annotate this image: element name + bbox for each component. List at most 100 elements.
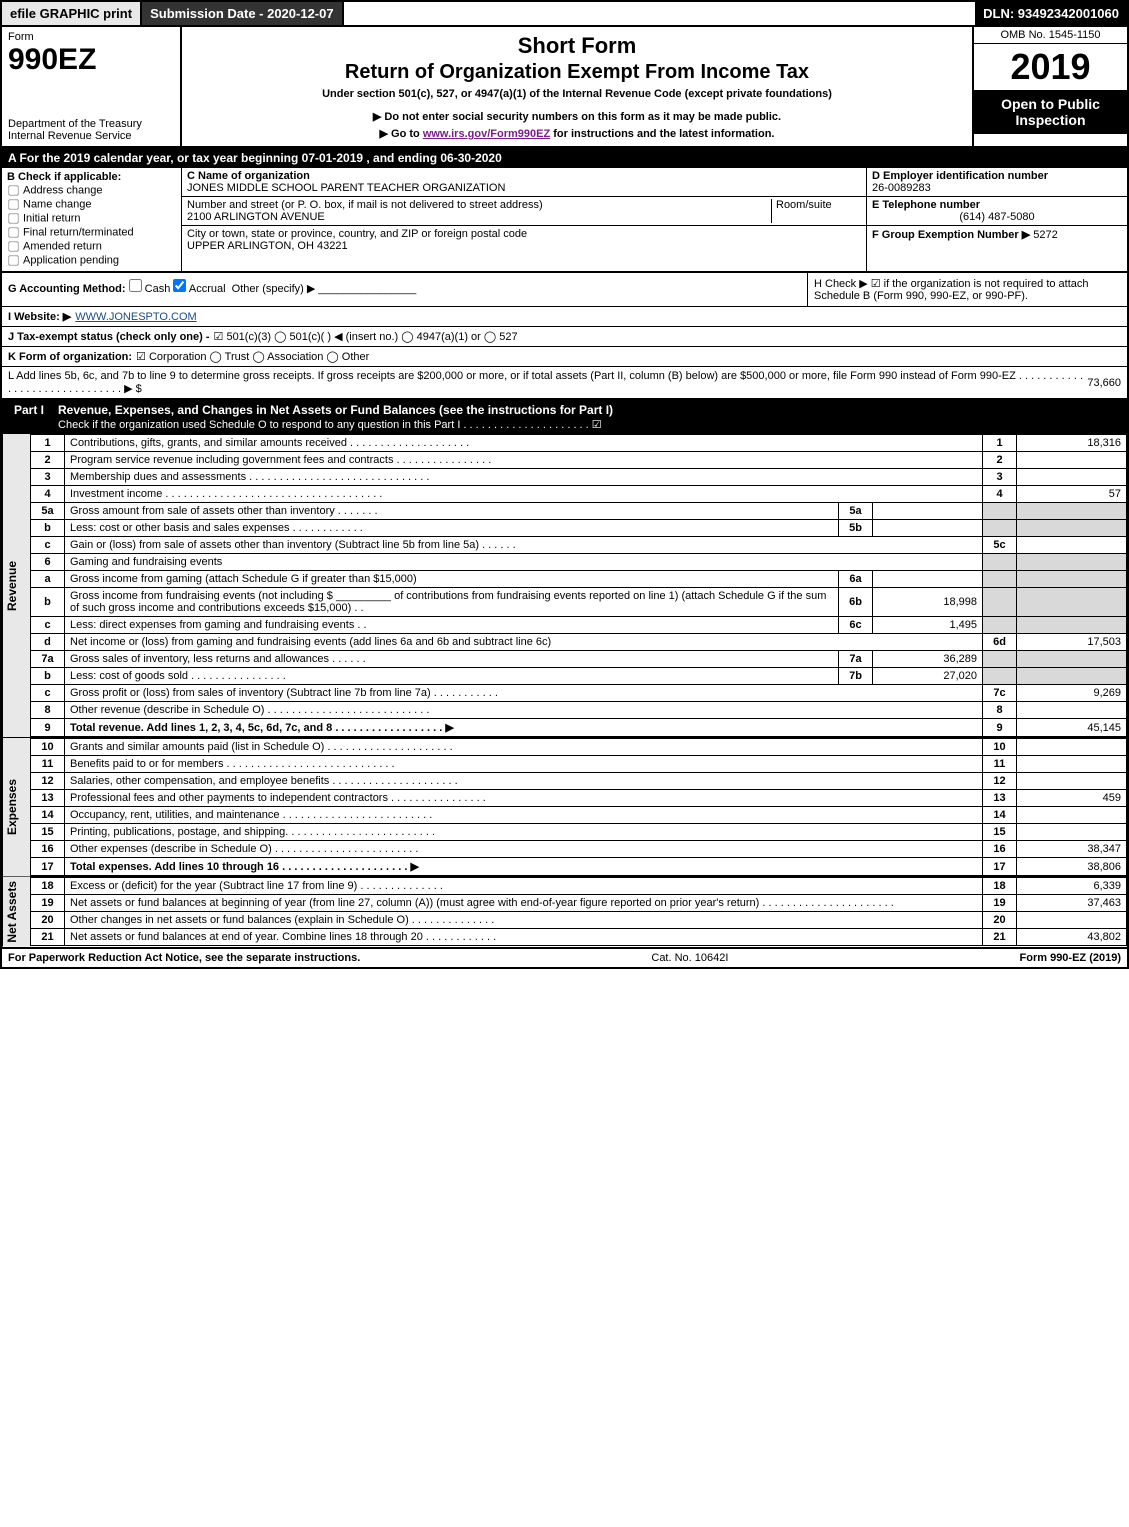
row-g-h: G Accounting Method: Cash Accrual Other …	[2, 273, 1127, 307]
phone-label: E Telephone number	[872, 199, 980, 211]
group-value: 5272	[1033, 229, 1057, 241]
form-header: Form 990EZ Department of the Treasury In…	[2, 27, 1127, 148]
column-d-e-f: D Employer identification number 26-0089…	[867, 168, 1127, 271]
subtitle-goto: ▶ Go to www.irs.gov/Form990EZ for instru…	[190, 127, 964, 140]
header-left: Form 990EZ Department of the Treasury In…	[2, 27, 182, 146]
c-city: City or town, state or province, country…	[182, 226, 866, 254]
row-j-tax-exempt: J Tax-exempt status (check only one) - ☑…	[2, 327, 1127, 347]
l-text: L Add lines 5b, 6c, and 7b to line 9 to …	[8, 370, 1087, 395]
subtitle-section: Under section 501(c), 527, or 4947(a)(1)…	[190, 88, 964, 100]
c-street: Number and street (or P. O. box, if mail…	[182, 197, 866, 226]
line-13: 13Professional fees and other payments t…	[31, 790, 1127, 807]
line-5b: bLess: cost or other basis and sales exp…	[31, 520, 1127, 537]
phone-value: (614) 487-5080	[872, 211, 1122, 223]
omb-number: OMB No. 1545-1150	[974, 27, 1127, 44]
chk-initial-return[interactable]: Initial return	[7, 212, 176, 225]
line-7b: bLess: cost of goods sold . . . . . . . …	[31, 668, 1127, 685]
footer-form-ref: Form 990-EZ (2019)	[1020, 952, 1121, 964]
net-assets-side-label: Net Assets	[2, 877, 30, 947]
line-21: 21Net assets or fund balances at end of …	[31, 929, 1127, 946]
form-number: 990EZ	[8, 43, 174, 77]
chk-amended-return[interactable]: Amended return	[7, 240, 176, 253]
title-short-form: Short Form	[190, 33, 964, 59]
page-footer: For Paperwork Reduction Act Notice, see …	[2, 949, 1127, 967]
net-assets-section: Net Assets 18Excess or (deficit) for the…	[2, 877, 1127, 949]
chk-cash[interactable]	[129, 279, 142, 292]
line-4: 4Investment income . . . . . . . . . . .…	[31, 486, 1127, 503]
website-link[interactable]: WWW.JONESPTO.COM	[75, 311, 196, 323]
expenses-table: 10Grants and similar amounts paid (list …	[30, 738, 1127, 876]
line-9: 9Total revenue. Add lines 1, 2, 3, 4, 5c…	[31, 719, 1127, 737]
city-label: City or town, state or province, country…	[187, 228, 527, 240]
e-phone: E Telephone number (614) 487-5080	[867, 197, 1127, 226]
chk-accrual[interactable]	[173, 279, 186, 292]
submission-date-button[interactable]: Submission Date - 2020-12-07	[142, 2, 344, 25]
form-word: Form	[8, 31, 174, 43]
chk-application-pending[interactable]: Application pending	[7, 254, 176, 267]
k-options: ☑ Corporation ◯ Trust ◯ Association ◯ Ot…	[136, 350, 369, 363]
line-17: 17Total expenses. Add lines 10 through 1…	[31, 858, 1127, 876]
line-7a: 7aGross sales of inventory, less returns…	[31, 651, 1127, 668]
j-label: J Tax-exempt status (check only one) -	[8, 331, 210, 343]
column-b: B Check if applicable: Address change Na…	[2, 168, 182, 271]
line-14: 14Occupancy, rent, utilities, and mainte…	[31, 807, 1127, 824]
net-assets-table: 18Excess or (deficit) for the year (Subt…	[30, 877, 1127, 946]
g-accounting: G Accounting Method: Cash Accrual Other …	[2, 273, 807, 306]
open-to-public: Open to Public Inspection	[974, 90, 1127, 134]
k-label: K Form of organization:	[8, 351, 132, 363]
accrual-label: Accrual	[189, 283, 226, 295]
line-8: 8Other revenue (describe in Schedule O) …	[31, 702, 1127, 719]
topbar-spacer	[344, 2, 976, 25]
part-i-header: Part I Revenue, Expenses, and Changes in…	[2, 400, 1127, 434]
title-return: Return of Organization Exempt From Incom…	[190, 61, 964, 84]
chk-final-return[interactable]: Final return/terminated	[7, 226, 176, 239]
cash-label: Cash	[145, 283, 171, 295]
ein-value: 26-0089283	[872, 182, 931, 194]
chk-name-change[interactable]: Name change	[7, 198, 176, 211]
row-k-form-of-org: K Form of organization: ☑ Corporation ◯ …	[2, 347, 1127, 367]
line-15: 15Printing, publications, postage, and s…	[31, 824, 1127, 841]
c-name-label: C Name of organization	[187, 170, 310, 182]
line-3: 3Membership dues and assessments . . . .…	[31, 469, 1127, 486]
irs-link[interactable]: www.irs.gov/Form990EZ	[423, 128, 550, 140]
i-label: I Website: ▶	[8, 310, 71, 323]
c-org-name: C Name of organization JONES MIDDLE SCHO…	[182, 168, 866, 197]
revenue-table: 1Contributions, gifts, grants, and simil…	[30, 434, 1127, 737]
row-l-gross-receipts: L Add lines 5b, 6c, and 7b to line 9 to …	[2, 367, 1127, 400]
chk-address-change[interactable]: Address change	[7, 184, 176, 197]
form-page: efile GRAPHIC print Submission Date - 20…	[0, 0, 1129, 969]
line-12: 12Salaries, other compensation, and empl…	[31, 773, 1127, 790]
top-bar: efile GRAPHIC print Submission Date - 20…	[2, 2, 1127, 27]
line-6a: aGross income from gaming (attach Schedu…	[31, 571, 1127, 588]
street-label: Number and street (or P. O. box, if mail…	[187, 199, 543, 211]
j-options: ☑ 501(c)(3) ◯ 501(c)( ) ◀ (insert no.) ◯…	[214, 330, 518, 343]
dept-treasury: Department of the Treasury	[8, 118, 142, 130]
revenue-section: Revenue 1Contributions, gifts, grants, a…	[2, 434, 1127, 738]
tax-period-row: A For the 2019 calendar year, or tax yea…	[2, 148, 1127, 168]
ein-label: D Employer identification number	[872, 170, 1048, 182]
line-5a: 5aGross amount from sale of assets other…	[31, 503, 1127, 520]
footer-catno: Cat. No. 10642I	[651, 952, 728, 964]
line-6c: cLess: direct expenses from gaming and f…	[31, 617, 1127, 634]
part-i-checknote: Check if the organization used Schedule …	[58, 419, 602, 431]
group-label: F Group Exemption Number ▶	[872, 229, 1030, 241]
city-value: UPPER ARLINGTON, OH 43221	[187, 240, 348, 252]
line-20: 20Other changes in net assets or fund ba…	[31, 912, 1127, 929]
part-i-title: Revenue, Expenses, and Changes in Net As…	[58, 403, 613, 417]
org-name-value: JONES MIDDLE SCHOOL PARENT TEACHER ORGAN…	[187, 182, 505, 194]
dln-label: DLN: 93492342001060	[975, 2, 1127, 25]
efile-print-button[interactable]: efile GRAPHIC print	[2, 2, 142, 25]
line-18: 18Excess or (deficit) for the year (Subt…	[31, 878, 1127, 895]
line-2: 2Program service revenue including gover…	[31, 452, 1127, 469]
g-label: G Accounting Method:	[8, 283, 126, 295]
goto-suffix: for instructions and the latest informat…	[553, 128, 774, 140]
b-heading: B Check if applicable:	[7, 171, 176, 183]
h-schedule-b: H Check ▶ ☑ if the organization is not r…	[807, 273, 1127, 306]
revenue-side-label: Revenue	[2, 434, 30, 737]
header-center: Short Form Return of Organization Exempt…	[182, 27, 972, 146]
section-b-c-d: B Check if applicable: Address change Na…	[2, 168, 1127, 273]
tax-year: 2019	[974, 44, 1127, 90]
row-i-website: I Website: ▶ WWW.JONESPTO.COM	[2, 307, 1127, 327]
header-right: OMB No. 1545-1150 2019 Open to Public In…	[972, 27, 1127, 146]
footer-paperwork: For Paperwork Reduction Act Notice, see …	[8, 952, 360, 964]
